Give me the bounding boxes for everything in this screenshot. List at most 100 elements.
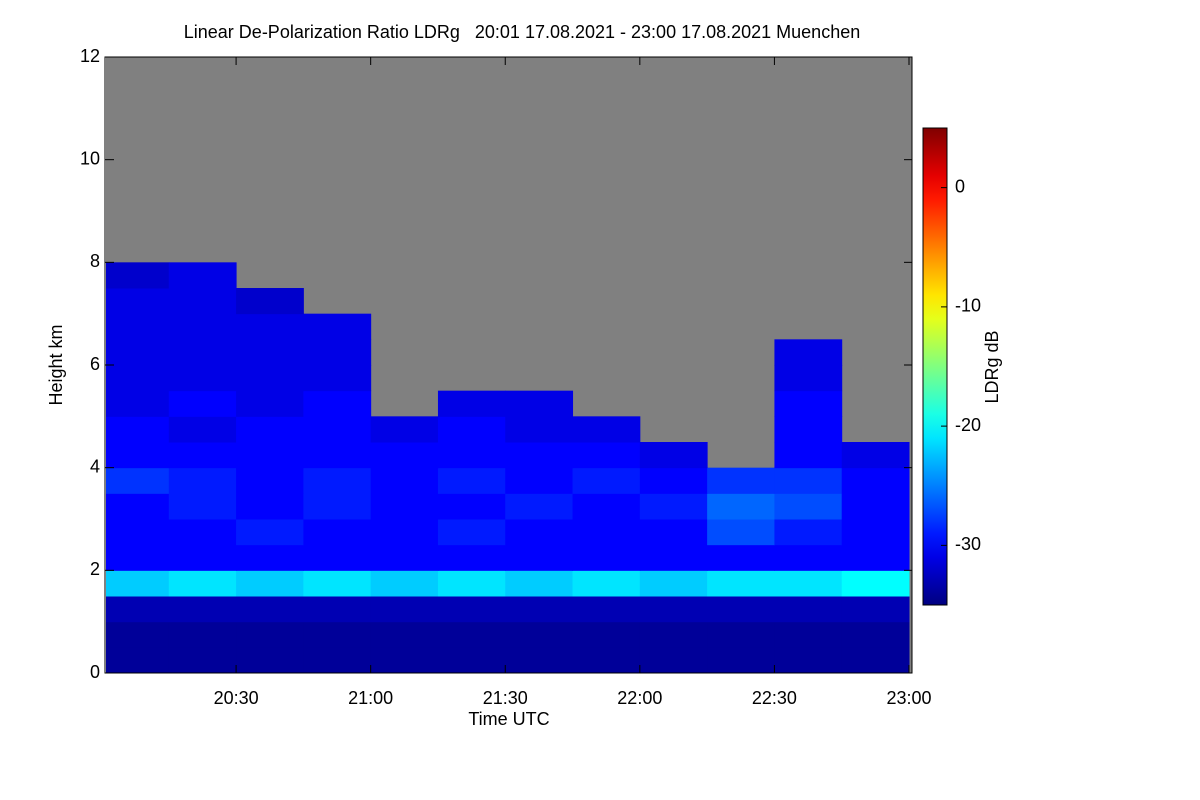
heatmap-cell bbox=[505, 647, 574, 673]
heatmap-cell bbox=[841, 519, 910, 546]
heatmap-cell bbox=[236, 339, 304, 366]
heatmap-cell bbox=[505, 570, 574, 597]
x-tick-label: 20:30 bbox=[214, 688, 259, 708]
heatmap-cell bbox=[168, 390, 237, 417]
heatmap-cell bbox=[106, 390, 170, 417]
heatmap-cell bbox=[370, 416, 439, 443]
heatmap-cell bbox=[639, 519, 708, 546]
heatmap-cell bbox=[168, 416, 237, 443]
x-tick-label: 22:30 bbox=[752, 688, 797, 708]
heatmap-cell bbox=[437, 570, 506, 597]
heatmap-cell bbox=[774, 596, 843, 623]
heatmap-cell bbox=[303, 416, 372, 443]
heatmap-cell bbox=[505, 467, 574, 494]
heatmap-cell bbox=[168, 621, 237, 648]
heatmap-cell bbox=[303, 390, 372, 417]
heatmap-cell bbox=[106, 365, 170, 392]
heatmap-cell bbox=[106, 442, 170, 469]
heatmap-cell bbox=[106, 288, 170, 315]
heatmap-cell bbox=[437, 390, 506, 417]
colorbar-label: LDRg dB bbox=[982, 330, 1002, 403]
heatmap-cell bbox=[168, 288, 237, 315]
heatmap-cell bbox=[505, 621, 574, 648]
heatmap-cell bbox=[774, 544, 843, 571]
heatmap-cell bbox=[303, 339, 372, 366]
heatmap-cell bbox=[572, 596, 641, 623]
colorbar-tick-label: -30 bbox=[955, 534, 981, 554]
heatmap-cell bbox=[639, 596, 708, 623]
y-tick-label: 2 bbox=[90, 559, 100, 579]
heatmap-cell bbox=[841, 544, 910, 571]
heatmap-cell bbox=[639, 647, 708, 673]
heatmap-cell bbox=[505, 596, 574, 623]
heatmap-cell bbox=[370, 596, 439, 623]
colorbar-tick-label: -10 bbox=[955, 296, 981, 316]
heatmap-cell bbox=[639, 544, 708, 571]
heatmap-cell bbox=[236, 493, 304, 520]
heatmap-cell bbox=[370, 493, 439, 520]
heatmap-cell bbox=[106, 519, 170, 546]
colorbar-tick-label: 0 bbox=[955, 176, 965, 196]
heatmap-cell bbox=[106, 493, 170, 520]
heatmap-cell bbox=[841, 596, 910, 623]
heatmap-cell bbox=[303, 493, 372, 520]
heatmap-cell bbox=[303, 519, 372, 546]
heatmap-cell bbox=[106, 467, 170, 494]
heatmap-cell bbox=[106, 621, 170, 648]
heatmap-cell bbox=[774, 467, 843, 494]
heatmap-cell bbox=[236, 467, 304, 494]
chart-title: Linear De-Polarization Ratio LDRg 20:01 … bbox=[184, 22, 860, 42]
heatmap-cell bbox=[572, 621, 641, 648]
heatmap-cell bbox=[370, 647, 439, 673]
heatmap-cell bbox=[774, 493, 843, 520]
heatmap-cell bbox=[236, 442, 304, 469]
heatmap-cell bbox=[437, 442, 506, 469]
heatmap-cell bbox=[168, 570, 237, 597]
heatmap-cell bbox=[106, 313, 170, 340]
heatmap-cell bbox=[774, 339, 843, 366]
heatmap-cell bbox=[303, 621, 372, 648]
heatmap-cell bbox=[707, 570, 775, 597]
heatmap-cell bbox=[841, 570, 910, 597]
heatmap-cell bbox=[303, 647, 372, 673]
heatmap-cell bbox=[572, 493, 641, 520]
y-tick-label: 12 bbox=[80, 46, 100, 66]
x-tick-label: 23:00 bbox=[886, 688, 931, 708]
heatmap-cell bbox=[437, 544, 506, 571]
heatmap-cell bbox=[505, 493, 574, 520]
heatmap-cell bbox=[639, 570, 708, 597]
heatmap-cell bbox=[370, 621, 439, 648]
heatmap-cell bbox=[774, 570, 843, 597]
heatmap bbox=[106, 57, 912, 673]
heatmap-cell bbox=[774, 390, 843, 417]
heatmap-cell bbox=[236, 570, 304, 597]
heatmap-cell bbox=[707, 596, 775, 623]
heatmap-cell bbox=[370, 467, 439, 494]
heatmap-cell bbox=[106, 544, 170, 571]
heatmap-cell bbox=[707, 519, 775, 546]
heatmap-cell bbox=[437, 596, 506, 623]
heatmap-cell bbox=[774, 416, 843, 443]
heatmap-cell bbox=[303, 467, 372, 494]
heatmap-cell bbox=[505, 442, 574, 469]
heatmap-cell bbox=[437, 647, 506, 673]
heatmap-cell bbox=[572, 519, 641, 546]
heatmap-cell bbox=[236, 416, 304, 443]
y-tick-label: 10 bbox=[80, 148, 100, 168]
heatmap-cell bbox=[774, 519, 843, 546]
heatmap-cell bbox=[106, 647, 170, 673]
heatmap-cell bbox=[572, 544, 641, 571]
heatmap-cell bbox=[236, 390, 304, 417]
heatmap-cell bbox=[370, 442, 439, 469]
heatmap-cell bbox=[639, 621, 708, 648]
heatmap-cell bbox=[168, 647, 237, 673]
heatmap-cell bbox=[303, 365, 372, 392]
heatmap-cell bbox=[639, 493, 708, 520]
heatmap-cell bbox=[437, 416, 506, 443]
heatmap-cell bbox=[168, 493, 237, 520]
y-axis-label: Height km bbox=[46, 324, 66, 405]
heatmap-cell bbox=[168, 262, 237, 289]
heatmap-cell bbox=[505, 416, 574, 443]
heatmap-cell bbox=[841, 493, 910, 520]
heatmap-cell bbox=[106, 339, 170, 366]
